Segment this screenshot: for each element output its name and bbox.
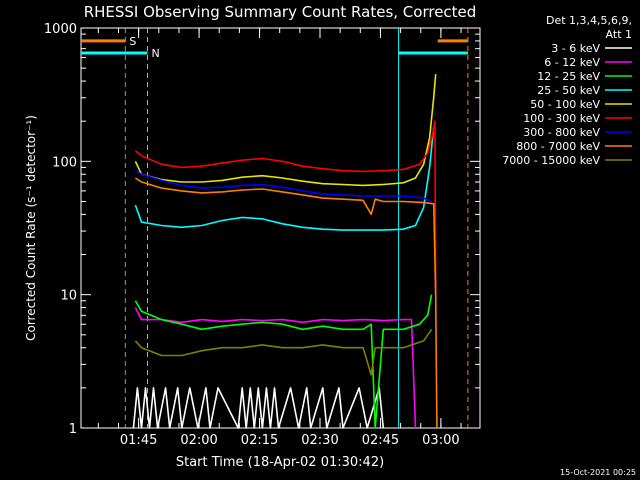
y-tick-label: 10	[60, 289, 77, 304]
y-axis: 1 10 100 1000	[44, 22, 480, 437]
footer-date: 15-Oct-2021 00:25	[560, 468, 636, 477]
x-tick-label: 03:00	[422, 433, 459, 448]
legend-entry-label: 7000 - 15000 keV	[502, 154, 600, 167]
x-axis: 01:45 02:00 02:15 02:30 02:45 03:00	[97, 28, 462, 448]
y-tick-label: 1000	[44, 22, 77, 37]
series-line	[134, 307, 417, 429]
marker-label: S	[129, 35, 136, 48]
legend-entry-label: 12 - 25 keV	[537, 70, 600, 83]
y-tick-label: 1	[69, 422, 77, 437]
x-tick-label: 02:00	[180, 433, 217, 448]
series-group	[132, 74, 438, 429]
legend-header-line-2: Att 1	[606, 28, 632, 41]
legend-entry-label: 300 - 800 keV	[523, 126, 600, 139]
series-line	[134, 120, 437, 295]
marker-label: N	[152, 47, 160, 60]
series-line	[134, 177, 438, 429]
series-line	[134, 127, 435, 231]
plot-frame	[80, 27, 481, 429]
legend-header-line-1: Det 1,3,4,5,6,9,	[546, 14, 632, 27]
legend-entry-label: 50 - 100 keV	[530, 98, 600, 111]
series-line	[132, 387, 385, 429]
legend-entry-label: 6 - 12 keV	[544, 56, 600, 69]
x-tick-label: 02:30	[301, 433, 338, 448]
chart-title: RHESSI Observing Summary Count Rates, Co…	[84, 3, 477, 21]
x-tick-label: 01:45	[120, 433, 157, 448]
legend-entry-label: 800 - 7000 keV	[516, 140, 600, 153]
legend-entry-label: 3 - 6 keV	[551, 42, 600, 55]
y-axis-label: Corrected Count Rate (s⁻¹ detector⁻¹)	[24, 115, 38, 341]
attenuator-markers: SN	[81, 28, 469, 428]
x-axis-label: Start Time (18-Apr-02 01:30:42)	[176, 455, 384, 470]
x-tick-label: 02:45	[362, 433, 399, 448]
series-line	[134, 294, 433, 429]
series-line	[134, 328, 433, 376]
legend-entry-label: 100 - 300 keV	[523, 112, 600, 125]
series-line	[134, 170, 432, 203]
legend-entry-label: 25 - 50 keV	[537, 84, 600, 97]
x-tick-label: 02:15	[241, 433, 278, 448]
y-tick-label: 100	[52, 155, 77, 170]
series-line	[134, 74, 437, 187]
